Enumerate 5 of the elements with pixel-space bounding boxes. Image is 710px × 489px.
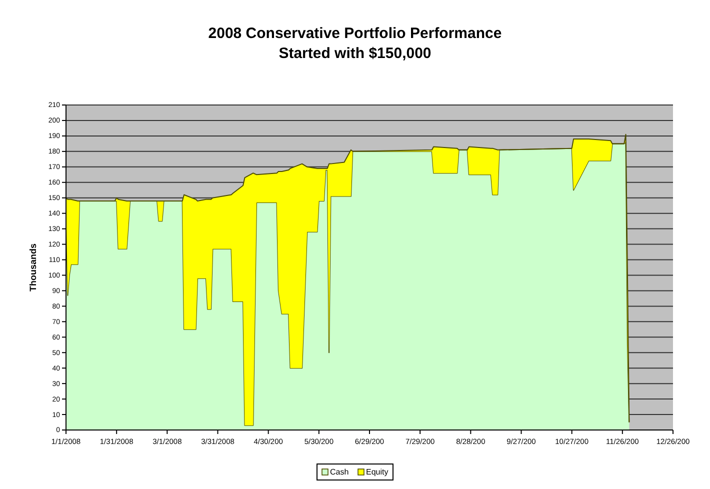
y-axis-title: Thousands — [28, 243, 38, 292]
legend-label: Equity — [366, 468, 388, 477]
legend-label: Cash — [330, 468, 349, 477]
chart-subtitle: Started with $150,000 — [278, 45, 432, 62]
chart-title: 2008 Conservative Portfolio Performance — [208, 25, 502, 42]
